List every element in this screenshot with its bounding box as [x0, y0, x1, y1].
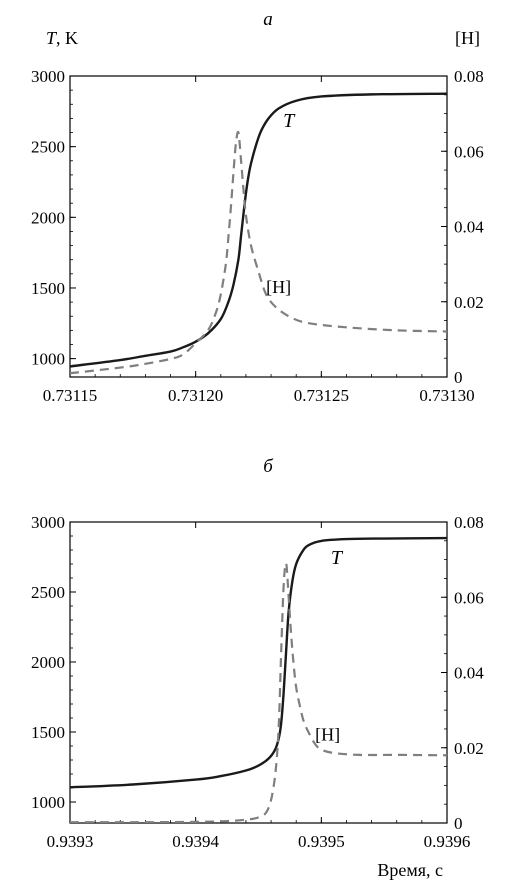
plot-frame	[69, 521, 448, 824]
y-right-tick-label: 0.02	[454, 739, 484, 758]
x-tick-label: 0.73125	[294, 386, 349, 405]
series-line-temperature	[70, 92, 447, 368]
y-right-tick-label: 0	[454, 368, 463, 387]
y-left-tick-label: 2500	[31, 583, 65, 602]
x-tick-label: 0.73120	[168, 386, 223, 405]
annotation-h: [H]	[266, 277, 291, 297]
y-left-tick-label: 1000	[31, 793, 65, 812]
panel-label: б	[263, 456, 274, 477]
y-right-tick-label: 0.06	[454, 588, 484, 607]
y-right-tick-label: 0	[454, 814, 463, 833]
y-left-tick-label: 2000	[31, 208, 65, 227]
y-left-tick-label: 1500	[31, 279, 65, 298]
y-right-tick-label: 0.08	[454, 513, 484, 532]
annotation-h: [H]	[315, 724, 340, 744]
y-left-tick-label: 2500	[31, 138, 65, 157]
x-axis-title: Время, с	[377, 860, 443, 880]
annotation-t: T	[331, 547, 344, 569]
panel-label: а	[263, 9, 273, 30]
series-line-temperature	[70, 536, 447, 789]
x-tick-label: 0.73115	[43, 386, 98, 405]
x-tick-label: 0.73130	[419, 386, 474, 405]
chart-panel-2: б 0.9393 0.9394 0.9395 0.9396 1000 1500 2000 250…	[31, 456, 484, 880]
x-tick-label: 0.9395	[298, 832, 345, 851]
y-left-tick-label: 2000	[31, 653, 65, 672]
y-left-tick-label: 3000	[31, 67, 65, 86]
series-line-h-concentration	[70, 562, 447, 823]
chart-panel-1: а 0.73115 0.73120 0.73125 0.73130 1000 1500 200…	[31, 9, 484, 405]
x-tick-label: 0.9393	[47, 832, 94, 851]
y-right-tick-label: 0.08	[454, 67, 484, 86]
annotation-t: T	[283, 110, 296, 132]
y-left-tick-label: 1000	[31, 350, 65, 369]
y-left-tick-label: 1500	[31, 723, 65, 742]
series-line-h-concentration	[70, 130, 447, 375]
y-right-tick-label: 0.04	[454, 218, 484, 237]
y-right-axis-title: [H]	[455, 28, 480, 48]
plot-frame	[69, 75, 448, 378]
y-left-tick-label: 3000	[31, 513, 65, 532]
x-tick-label: 0.9396	[424, 832, 471, 851]
x-tick-label: 0.9394	[172, 832, 219, 851]
y-left-axis-title: T, K	[46, 28, 78, 48]
y-right-tick-label: 0.06	[454, 142, 484, 161]
y-right-tick-label: 0.02	[454, 293, 484, 312]
y-right-tick-label: 0.04	[454, 664, 484, 683]
